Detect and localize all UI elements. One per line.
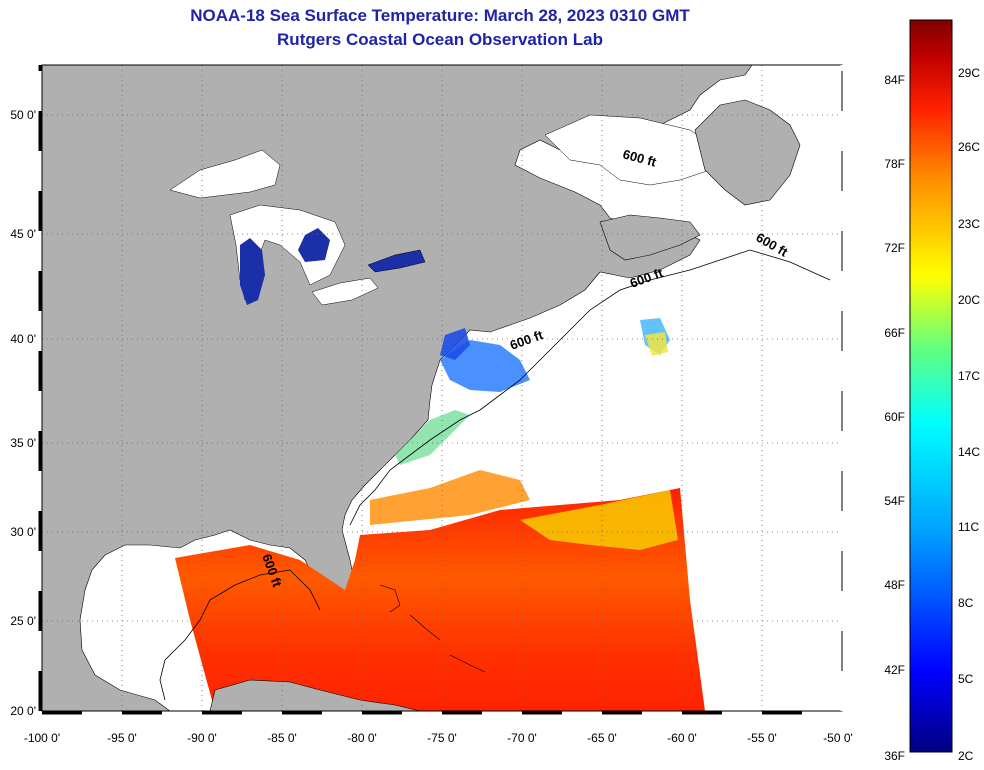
cuba (209, 679, 421, 711)
newfoundland (694, 99, 801, 206)
x-axis-labels: -100 0' -95 0' -90 0' -85 0' -80 0' -75 … (24, 731, 853, 745)
sst-swath-bay-blue (440, 328, 470, 360)
lon-tick-label: -75 0' (427, 731, 457, 745)
lon-tick-label: -85 0' (267, 731, 297, 745)
lake-ontario (367, 249, 426, 273)
sst-swath-yellow (520, 490, 678, 550)
colorbar-f-label: 84F (884, 73, 905, 87)
colorbar-c-label: 14C (958, 445, 980, 459)
colorbar-f-label: 60F (884, 410, 905, 424)
land-north-america (42, 65, 753, 711)
colorbar-c-label: 26C (958, 140, 980, 154)
sst-swath-warm (175, 488, 705, 711)
colorbar-c-label: 2C (958, 749, 974, 763)
lake-michigan-ice (240, 238, 265, 305)
lake-huron-ice (298, 228, 330, 262)
lon-tick-label: -80 0' (347, 731, 377, 745)
lon-tick-label: -70 0' (507, 731, 537, 745)
lon-tick-label: -55 0' (747, 731, 777, 745)
lat-tick-label: 35 0' (10, 436, 36, 450)
colorbar-c-label: 11C (958, 520, 979, 534)
sst-patch-offshore-yellow (645, 332, 668, 356)
colorbar-f-label: 78F (884, 157, 905, 171)
colorbar-f-label: 72F (884, 241, 905, 255)
sst-swath-coastal-cool (395, 410, 470, 465)
colorbar-celsius-labels: 29C 26C 23C 20C 17C 14C 11C 8C 5C 2C (958, 66, 980, 763)
axis-ticks (38, 65, 844, 715)
lon-tick-label: -95 0' (107, 731, 137, 745)
gridlines (42, 65, 842, 711)
colorbar-c-label: 5C (958, 672, 974, 686)
colorbar (909, 19, 953, 753)
lat-tick-label: 30 0' (10, 525, 36, 539)
lat-tick-label: 40 0' (10, 332, 36, 346)
lake-erie (311, 277, 379, 306)
lat-tick-label: 45 0' (10, 227, 36, 241)
colorbar-c-label: 23C (958, 217, 980, 231)
lon-tick-label: -50 0' (823, 731, 853, 745)
lon-tick-label: -100 0' (24, 731, 60, 745)
sst-swath-orange (370, 470, 530, 525)
lat-tick-label: 25 0' (10, 614, 36, 628)
colorbar-c-label: 29C (958, 66, 980, 80)
st-lawrence-gulf (544, 114, 721, 186)
colorbar-c-label: 20C (958, 293, 980, 307)
colorbar-f-label: 66F (884, 326, 905, 340)
lon-tick-label: -90 0' (187, 731, 217, 745)
colorbar-c-label: 8C (958, 596, 974, 610)
map-title: NOAA-18 Sea Surface Temperature: March 2… (190, 6, 690, 25)
colorbar-c-label: 17C (958, 369, 980, 383)
colorbar-f-label: 36F (884, 749, 905, 763)
lon-tick-label: -60 0' (667, 731, 697, 745)
y-axis-labels: 20 0' 25 0' 30 0' 35 0' 40 0' 45 0' 50 0… (10, 108, 36, 718)
nova-scotia (599, 214, 701, 261)
lon-tick-label: -65 0' (587, 731, 617, 745)
colorbar-f-label: 54F (884, 494, 905, 508)
sst-swath-shelf-blue (440, 340, 530, 392)
depth-contour-600ft (159, 249, 831, 701)
colorbar-f-label: 42F (884, 663, 905, 677)
bahamas (379, 584, 486, 673)
colorbar-f-label: 48F (884, 578, 905, 592)
colorbar-fahrenheit-labels: 84F 78F 72F 66F 60F 54F 48F 42F 36F (884, 73, 905, 763)
lat-tick-label: 50 0' (10, 108, 36, 122)
map-subtitle: Rutgers Coastal Ocean Observation Lab (277, 30, 603, 49)
lat-tick-label: 20 0' (10, 704, 36, 718)
lake-superior (169, 149, 281, 199)
